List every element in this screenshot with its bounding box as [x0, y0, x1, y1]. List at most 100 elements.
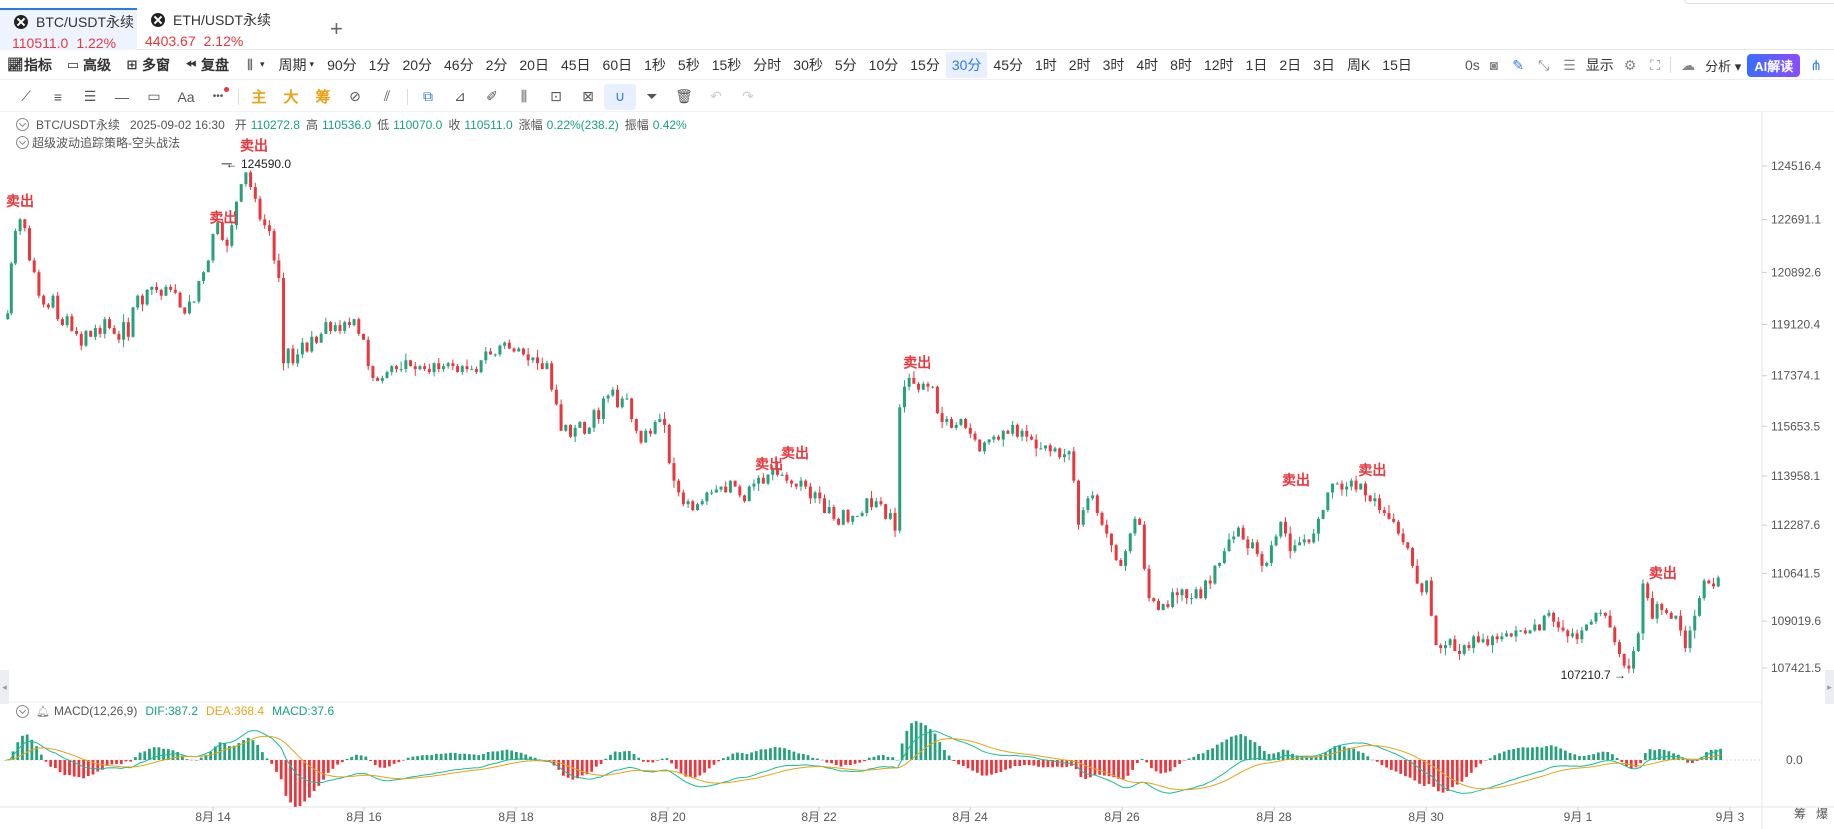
- macd-bar: [383, 760, 387, 768]
- trend-line-icon[interactable]: ⟋: [21, 88, 31, 104]
- copy-icon[interactable]: ⧉: [423, 88, 433, 104]
- period-9[interactable]: 5秒: [677, 56, 700, 73]
- display-button[interactable]: 显示: [1585, 57, 1614, 73]
- period-27[interactable]: 周K: [1346, 56, 1371, 73]
- share-icon[interactable]: ⋔: [1810, 56, 1822, 73]
- price-chart[interactable]: 124516.4 122691.1 120892.6 119120.4 117374.1…: [0, 112, 1834, 829]
- tab-btc[interactable]: BTC/USDT永续 110511.0 1.22%: [0, 8, 137, 51]
- compare-icon[interactable]: ⫼: [520, 88, 528, 104]
- period-12[interactable]: 30秒: [793, 56, 823, 73]
- candle-body: [18, 219, 22, 232]
- advanced-button[interactable]: ▭ 高级: [66, 56, 111, 73]
- settings-gear-icon[interactable]: ⚙: [1623, 56, 1637, 73]
- chart-type-dropdown[interactable]: ⫼ ▾: [236, 57, 272, 72]
- channel-icon[interactable]: ☰: [83, 88, 97, 104]
- period-17[interactable]: 45分: [993, 56, 1023, 73]
- strategy-collapse-icon[interactable]: [16, 136, 29, 149]
- analysis-dropdown[interactable]: 分析 ▾: [1705, 58, 1742, 74]
- filter-icon[interactable]: ⏷: [646, 88, 658, 104]
- period-5[interactable]: 20日: [519, 56, 549, 73]
- period-3[interactable]: 46分: [444, 56, 474, 73]
- ruler-tool-icon[interactable]: ⫽: [383, 88, 391, 104]
- candle-body: [1109, 533, 1113, 546]
- period-1[interactable]: 1分: [368, 56, 391, 73]
- rectangle-icon[interactable]: ▭: [147, 88, 161, 104]
- macd-bar: [1714, 749, 1718, 760]
- multi-window-button[interactable]: ⊞ 多窗: [126, 56, 170, 73]
- period-25[interactable]: 2日: [1279, 56, 1302, 73]
- candle-body: [1288, 533, 1292, 552]
- undo-icon[interactable]: ↶: [710, 88, 722, 104]
- main-chart-toggle[interactable]: 主: [251, 89, 267, 106]
- macd-bar: [439, 753, 443, 760]
- period-8[interactable]: 1秒: [644, 56, 666, 73]
- parallel-lines-icon[interactable]: ≡: [53, 88, 63, 105]
- period-2[interactable]: 20分: [402, 56, 433, 73]
- period-6[interactable]: 45日: [560, 56, 591, 73]
- collapse-icon[interactable]: [16, 118, 29, 131]
- period-18[interactable]: 1时: [1034, 56, 1057, 73]
- macd-bar: [1079, 760, 1083, 778]
- period-23[interactable]: 12时: [1203, 56, 1234, 73]
- period-21[interactable]: 4时: [1136, 56, 1159, 73]
- macd-bar: [1004, 760, 1007, 770]
- macd-bar: [392, 760, 396, 764]
- magnet-icon[interactable]: ∪: [604, 83, 636, 110]
- big-toggle[interactable]: 大: [283, 89, 299, 106]
- macd-bar: [740, 753, 744, 760]
- list-icon[interactable]: ☰: [1563, 56, 1576, 73]
- period-26[interactable]: 3日: [1313, 56, 1335, 73]
- pencil-icon[interactable]: ✎: [1512, 56, 1524, 73]
- chip-toggle[interactable]: 筹: [315, 89, 331, 106]
- period-10[interactable]: 15秒: [711, 56, 742, 73]
- period-19[interactable]: 2时: [1068, 56, 1091, 73]
- period-15[interactable]: 15分: [910, 56, 940, 73]
- period-14[interactable]: 10分: [868, 56, 899, 73]
- macd-collapse-icon[interactable]: [16, 704, 29, 718]
- ai-interpret-button[interactable]: AI解读: [1747, 53, 1801, 77]
- replay-button[interactable]: ⏪︎ 复盘: [185, 56, 229, 73]
- period-13[interactable]: 5分: [834, 56, 857, 73]
- tab-eth[interactable]: ETH/USDT永续 4403.67 2.12%: [137, 8, 307, 50]
- candle-body: [959, 419, 963, 425]
- horizontal-line-icon[interactable]: —: [115, 88, 129, 105]
- period-4[interactable]: 2分: [485, 56, 508, 73]
- resize-icon[interactable]: ⤡: [1537, 56, 1550, 73]
- macd-bar: [1709, 749, 1713, 760]
- scroll-right-arrow[interactable]: ▸: [1825, 670, 1834, 704]
- redo-icon[interactable]: ↷: [742, 88, 754, 104]
- candle-body: [1368, 495, 1372, 502]
- more-tools-button[interactable]: •••: [202, 84, 234, 110]
- sell-signal-5: 卖出: [781, 445, 809, 462]
- candle-body: [912, 377, 916, 384]
- period-7[interactable]: 60日: [602, 56, 633, 73]
- candle-body: [1589, 621, 1593, 625]
- candle-body: [578, 421, 582, 428]
- measure-icon[interactable]: ⊿: [454, 88, 466, 104]
- add-tab-button[interactable]: +: [330, 16, 343, 41]
- period-11[interactable]: 分时: [753, 56, 782, 73]
- candle-body: [474, 369, 478, 373]
- period-22[interactable]: 8时: [1170, 56, 1192, 73]
- pattern-icon[interactable]: ⊘: [349, 88, 361, 104]
- cloud-icon[interactable]: ☁: [1681, 56, 1696, 73]
- scroll-left-arrow[interactable]: ◂: [0, 670, 9, 704]
- period-20[interactable]: 3时: [1102, 56, 1125, 73]
- period-0[interactable]: 90分: [327, 56, 357, 73]
- period-16[interactable]: 30分: [945, 51, 988, 78]
- fullscreen-icon[interactable]: ⛶: [1650, 56, 1661, 73]
- brush-icon[interactable]: ✐: [486, 88, 498, 104]
- indicator-button[interactable]: 📈︎ 指标: [7, 56, 52, 73]
- edit-icon[interactable]: ⊠: [582, 88, 594, 104]
- bell-icon[interactable]: 🔔︎: [36, 705, 50, 718]
- period-24[interactable]: 1日: [1245, 56, 1268, 73]
- lock-icon[interactable]: ⊡: [550, 88, 562, 104]
- period-28[interactable]: 15日: [1382, 56, 1412, 73]
- candle-body: [1152, 598, 1156, 602]
- trash-icon[interactable]: 🗑︎: [675, 88, 693, 104]
- macd-bar: [1375, 760, 1379, 762]
- candle-body: [931, 386, 935, 388]
- period-dropdown[interactable]: 周期 ▾: [278, 56, 315, 73]
- camera-icon[interactable]: ◙: [1489, 57, 1499, 73]
- text-tool[interactable]: Aa: [177, 88, 195, 105]
